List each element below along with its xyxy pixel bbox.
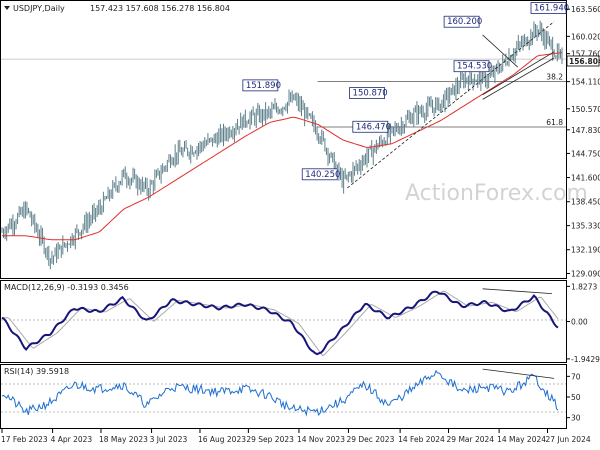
price-axis-label: 132.190 [571,246,600,255]
ohlc-values: 157.423 157.608 156.278 156.804 [90,4,230,13]
last-price-label: 156.804 [569,57,600,66]
last-price-box [566,55,600,67]
price-axis-label: 144.750 [571,149,600,158]
price-axis-label: 129.090 [571,269,600,278]
macd-trendline [482,288,552,295]
price-annotation: 146.470 [352,120,391,133]
symbol-label: USDJPY,Daily [13,4,65,13]
x-axis-label: 18 May 2023 [99,435,148,444]
macd-axis-label: 0.00 [571,318,588,327]
watermark: ActionForex.com [405,181,588,206]
price-annotation: 160.200 [443,15,482,28]
rsi-label: RSI(14) 39.5918 [4,367,69,376]
macd-label: MACD(12,26,9) -0.3193 0.3456 [4,283,129,292]
annotation-box [242,79,279,92]
x-axis-label: 29 Dec 2023 [346,435,394,444]
x-axis-label: 3 Jul 2023 [150,435,188,444]
price-axis-label: 157.760 [571,50,600,59]
price-axis-label: 135.330 [571,222,600,231]
price-bars [1,20,563,270]
x-axis-label: 14 May 2024 [497,435,546,444]
x-axis-label: 14 Nov 2023 [297,435,345,444]
macd-main-line [1,290,559,356]
annotation-label: 161.940 [534,3,569,13]
trendline [482,34,519,68]
x-axis-label: 27 Jun 2024 [546,435,591,444]
annotation-label: 150.870 [353,89,388,99]
annotation-label: 154.530 [457,62,492,72]
price-axis-label: 138.450 [571,198,600,207]
x-axis-label: 14 Feb 2024 [398,435,445,444]
trendlines [347,21,555,189]
rsi-axis-label: 50 [571,393,581,402]
trendline [482,51,555,96]
annotation-box [349,87,385,99]
annotation-label: 146.470 [356,122,391,132]
rsi-axis-label: 30 [571,414,581,423]
x-axis-label: 29 Mar 2024 [447,435,495,444]
annotation-label: 160.200 [447,17,482,27]
price-annotation: 151.890 [242,79,281,92]
trendline [347,21,555,189]
x-axis-label: 16 Aug 2023 [198,435,246,444]
price-annotation: 154.530 [453,60,492,73]
annotation-box [453,60,490,73]
macd-axis-label: -1.9429 [571,355,600,364]
price-axis-label: 154.110 [571,78,600,87]
trendline [482,57,555,100]
price-annotation: 161.940 [530,2,569,14]
annotation-box [530,2,567,14]
rsi-trendline [482,368,555,379]
x-axis-label: 17 Feb 2023 [1,435,48,444]
annotation-box [301,168,338,181]
rsi-axis-label: 70 [571,372,581,381]
fib-level-label: 38.2 [546,73,563,82]
fib-level-label: 61.8 [546,118,563,127]
dropdown-triangle-icon[interactable] [4,6,10,10]
price-axis-label: 150.570 [571,105,600,114]
macd-axis-label: 1.8273 [571,282,597,291]
price-axis-label: 141.600 [571,174,600,183]
price-axis-label: 160.020 [571,32,600,41]
macd-panel [0,280,567,363]
rsi-line [1,369,559,417]
price-annotation: 150.870 [349,87,388,99]
rsi-panel [0,364,567,429]
price-annotation: 140.250 [301,168,340,181]
price-panel [0,0,567,279]
annotation-label: 151.890 [246,81,281,91]
annotation-label: 140.250 [305,170,340,180]
price-axis-label: 147.830 [571,126,600,135]
moving-average-line [2,52,563,241]
x-axis-label: 4 Apr 2023 [51,435,93,444]
price-axis-label: 163.560 [571,5,600,14]
x-axis-label: 29 Sep 2023 [246,435,294,444]
annotation-box [352,120,389,133]
annotation-box [443,15,480,28]
